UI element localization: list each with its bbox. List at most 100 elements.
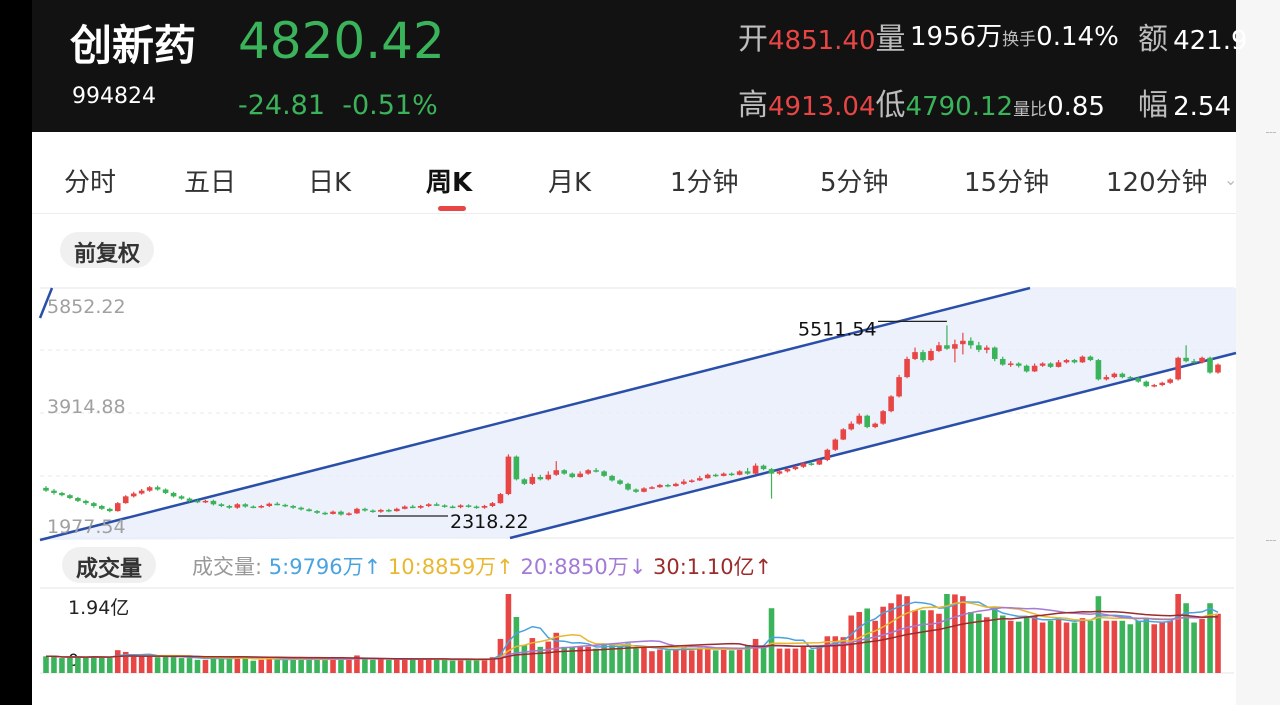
right-edge-panel	[1236, 0, 1280, 705]
candle-body	[625, 483, 631, 490]
candle-body	[760, 465, 767, 470]
candle-body	[202, 500, 209, 503]
volume-bar	[1023, 617, 1030, 673]
candle-body	[130, 493, 137, 497]
candle-body	[928, 350, 934, 361]
candle-body	[665, 484, 671, 487]
tab-15min[interactable]: 15分钟	[964, 168, 1050, 198]
volume-legend-title: 成交量:	[192, 555, 263, 579]
period-tabs: 分时 五日 日K 周K 月K 1分钟 5分钟 15分钟 120分钟 ⌄	[32, 146, 1238, 214]
volume-bar	[394, 658, 400, 673]
candle-body	[354, 508, 360, 514]
tab-120min[interactable]: 120分钟	[1106, 168, 1208, 198]
volume-bar	[481, 658, 488, 673]
volume-bar	[505, 594, 512, 673]
tab-five-day[interactable]: 五日	[184, 168, 237, 198]
tab-1min[interactable]: 1分钟	[670, 168, 739, 198]
candle-body	[99, 505, 105, 509]
chevron-down-icon[interactable]: ⌄	[1224, 170, 1238, 189]
tab-daily-k[interactable]: 日K	[308, 168, 352, 198]
candle-body	[1119, 373, 1126, 378]
high-label: 高	[738, 88, 768, 123]
candle-body	[537, 477, 544, 480]
volume-bar	[226, 658, 233, 673]
adjust-mode-button[interactable]: 前复权	[60, 232, 155, 268]
volume-bar	[593, 648, 599, 673]
candle-body	[1087, 356, 1094, 361]
volume-bar	[1183, 603, 1189, 673]
ma30-value: 30:1.10亿↑	[653, 555, 773, 579]
candle-body	[170, 492, 177, 497]
tab-intraday[interactable]: 分时	[64, 168, 117, 198]
candle-body	[641, 488, 647, 492]
volume-bar	[952, 594, 958, 673]
candle-body	[401, 506, 408, 509]
amount-stat: 额 421.9	[1138, 14, 1248, 58]
candle-body	[864, 415, 870, 428]
candle-body	[226, 505, 233, 508]
volume-bar	[649, 651, 655, 673]
volume-bar	[99, 657, 105, 673]
candle-body	[569, 473, 575, 478]
candle-body	[944, 345, 950, 349]
candle-body	[720, 473, 727, 476]
candle-body	[114, 503, 121, 512]
volume-bar	[800, 646, 807, 673]
volume-bar	[1167, 620, 1173, 673]
candle-body	[67, 495, 73, 499]
volume-bar	[1063, 622, 1070, 673]
candle-body	[1143, 381, 1150, 387]
candle-body	[282, 504, 288, 507]
candle-body	[657, 484, 663, 488]
volume-bar	[1087, 620, 1094, 673]
high-low-stat: 高4913.04低4790.12量比0.85	[738, 80, 1105, 124]
candle-body	[505, 456, 512, 495]
tab-5min[interactable]: 5分钟	[820, 168, 889, 198]
low-value: 4790.12	[905, 92, 1014, 122]
open-stat: 开4851.40量	[738, 14, 906, 58]
channel-lower-line	[509, 351, 1237, 540]
volume-bar	[529, 638, 536, 673]
volume-bar	[553, 632, 560, 673]
candle-body	[178, 496, 185, 499]
candle-body	[561, 470, 568, 474]
tab-weekly-k[interactable]: 周K	[426, 168, 473, 198]
candle-body	[386, 509, 392, 512]
volume-bar	[601, 645, 607, 673]
volume-bar	[138, 656, 145, 673]
volume-bar	[346, 659, 352, 673]
volume-bar	[840, 637, 847, 673]
volume-bar	[401, 658, 408, 673]
candle-body	[425, 504, 432, 506]
volume-bar	[441, 659, 448, 673]
volume-bar	[872, 620, 878, 673]
volume-bar	[657, 649, 663, 673]
volume-bar	[130, 656, 137, 673]
volume-indicator-button[interactable]: 成交量	[62, 547, 157, 583]
candle-body	[991, 347, 998, 359]
tab-monthly-k[interactable]: 月K	[548, 168, 592, 198]
volume-bar	[744, 645, 751, 673]
candle-body	[728, 473, 735, 476]
turnover-value: 0.14%	[1036, 22, 1119, 52]
volume-bar	[465, 659, 472, 673]
ma10-value: 10:8859万↑	[387, 555, 514, 579]
volume-bar	[752, 638, 759, 673]
low-label: 低	[875, 88, 906, 123]
volume-bar	[545, 641, 552, 673]
volume-bar	[1119, 620, 1126, 673]
volume-bar	[354, 655, 360, 673]
y-tick-label: 3914.88	[47, 396, 126, 418]
candle-body	[1191, 361, 1197, 363]
volume-bar	[1127, 624, 1134, 673]
volume-bar	[784, 648, 791, 673]
volume-bar	[170, 656, 177, 673]
candle-body	[91, 503, 97, 506]
volume-bar	[290, 658, 296, 673]
volume-bar	[234, 656, 241, 673]
volume-bar	[641, 647, 647, 673]
volume-bar	[378, 658, 384, 673]
volume-bar	[976, 613, 982, 673]
stock-name: 创新药	[70, 21, 197, 70]
